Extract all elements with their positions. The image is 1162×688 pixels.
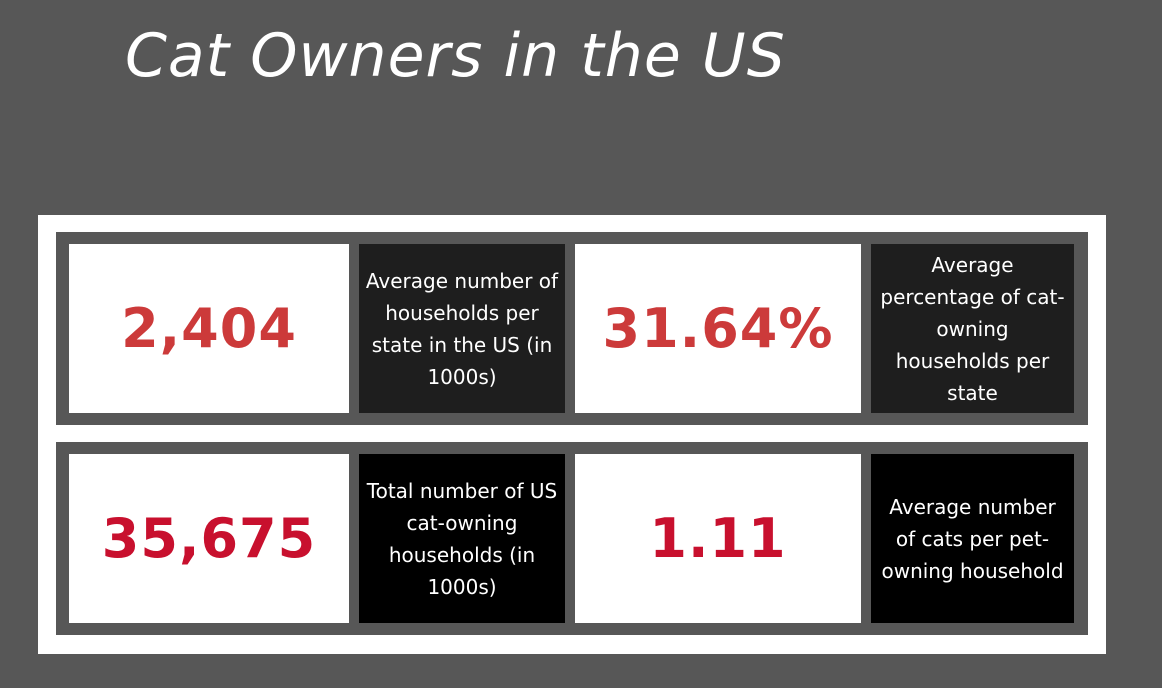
page-title: Cat Owners in the US xyxy=(125,21,786,91)
stat-value-cat-owning-percentage: 31.64% xyxy=(575,244,861,413)
stat-label-households-per-state: Average number of households per state i… xyxy=(359,244,565,413)
stat-label-cats-per-household: Average number of cats per pet-owning ho… xyxy=(871,454,1074,623)
stats-row: 35,675 Total number of US cat-owning hou… xyxy=(56,442,1088,635)
stat-value-households-per-state: 2,404 xyxy=(69,244,349,413)
stat-label-cat-owning-percentage: Average percentage of cat-owning househo… xyxy=(871,244,1074,413)
stat-value-total-cat-owning-households: 35,675 xyxy=(69,454,349,623)
stat-value-cats-per-household: 1.11 xyxy=(575,454,861,623)
stats-panel: 2,404 Average number of households per s… xyxy=(38,215,1106,654)
stats-row: 2,404 Average number of households per s… xyxy=(56,232,1088,425)
stat-label-total-cat-owning-households: Total number of US cat-owning households… xyxy=(359,454,565,623)
